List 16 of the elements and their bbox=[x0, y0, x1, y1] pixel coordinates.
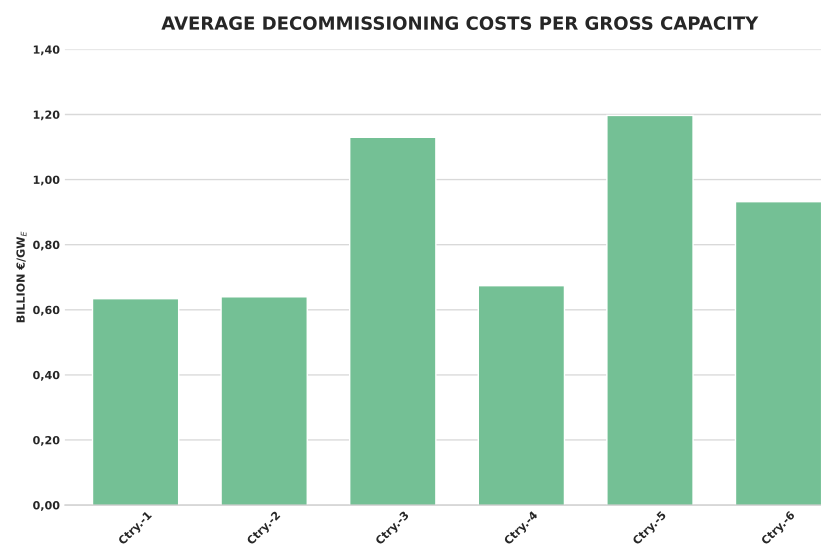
chart-title: AVERAGE DECOMMISSIONING COSTS PER GROSS CAPACITY bbox=[161, 16, 758, 30]
y-axis-title: BILLION €/GW$_{E}$ bbox=[16, 232, 26, 322]
bar bbox=[349, 136, 437, 506]
bar bbox=[478, 285, 566, 506]
y-tick-label: 0,40 bbox=[33, 370, 60, 381]
y-tick-label: 1,40 bbox=[34, 45, 60, 56]
y-tick-label: 0,00 bbox=[33, 501, 60, 511]
y-tick-label: 0,60 bbox=[33, 306, 60, 316]
y-tick-label: 1,20 bbox=[34, 110, 60, 120]
y-tick-label: 0,20 bbox=[33, 436, 60, 446]
bar bbox=[606, 114, 694, 506]
bar bbox=[92, 298, 180, 506]
y-tick-label: 1,00 bbox=[34, 176, 60, 186]
y-tick-label: 0,80 bbox=[33, 240, 60, 250]
bar bbox=[734, 201, 821, 506]
bar bbox=[220, 296, 308, 506]
